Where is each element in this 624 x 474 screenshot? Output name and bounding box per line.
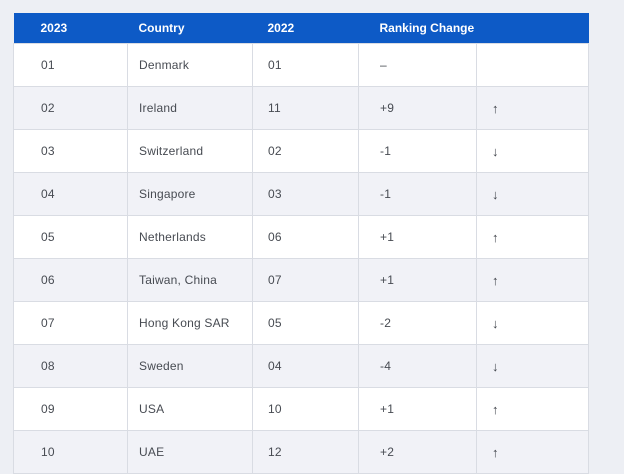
rank-2023-cell: 07 — [13, 301, 128, 345]
rank-2023-cell: 03 — [13, 129, 128, 173]
table-row: 07 Hong Kong SAR 05 -2 ↓ — [13, 301, 589, 345]
country-ranking-table-container: 2023 Country 2022 Ranking Change 01 Denma… — [13, 13, 589, 474]
ranking-change-cell: +9 — [358, 86, 477, 130]
header-2023: 2023 — [13, 13, 128, 44]
rank-2023-cell: 09 — [13, 387, 128, 431]
ranking-change-cell: -1 — [358, 172, 477, 216]
ranking-change-cell: -4 — [358, 344, 477, 388]
arrow-down-icon: ↓ — [492, 143, 499, 159]
rank-2023-cell: 01 — [13, 43, 128, 87]
rank-2023-cell: 04 — [13, 172, 128, 216]
rank-2023-cell: 08 — [13, 344, 128, 388]
table-header: 2023 Country 2022 Ranking Change — [13, 13, 589, 44]
trend-arrow-cell: ↓ — [476, 172, 589, 216]
country-cell: USA — [127, 387, 253, 431]
country-cell: Hong Kong SAR — [127, 301, 253, 345]
rank-2022-cell: 02 — [252, 129, 359, 173]
table-row: 09 USA 10 +1 ↑ — [13, 387, 589, 431]
arrow-up-icon: ↑ — [492, 229, 499, 245]
rank-2022-cell: 07 — [252, 258, 359, 302]
header-trend-blank — [476, 13, 589, 44]
rank-2023-cell: 06 — [13, 258, 128, 302]
trend-arrow-cell: ↓ — [476, 301, 589, 345]
trend-arrow-cell: ↑ — [476, 387, 589, 431]
arrow-down-icon: ↓ — [492, 315, 499, 331]
rank-2023-cell: 10 — [13, 430, 128, 474]
rank-2022-cell: 12 — [252, 430, 359, 474]
header-ranking-change: Ranking Change — [358, 13, 477, 44]
trend-arrow-cell — [476, 43, 589, 87]
ranking-change-cell: +2 — [358, 430, 477, 474]
table-row: 01 Denmark 01– — [13, 43, 589, 87]
table-row: 03 Switzerland 02 -1 ↓ — [13, 129, 589, 173]
ranking-change-cell: -2 — [358, 301, 477, 345]
header-country: Country — [127, 13, 253, 44]
trend-arrow-cell: ↓ — [476, 344, 589, 388]
rank-2023-cell: 05 — [13, 215, 128, 259]
table-row: 08 Sweden 04 -4 ↓ — [13, 344, 589, 388]
rank-2022-cell: 10 — [252, 387, 359, 431]
country-cell: Sweden — [127, 344, 253, 388]
country-cell: Netherlands — [127, 215, 253, 259]
arrow-down-icon: ↓ — [492, 186, 499, 202]
arrow-up-icon: ↑ — [492, 100, 499, 116]
arrow-up-icon: ↑ — [492, 444, 499, 460]
country-cell: Taiwan, China — [127, 258, 253, 302]
arrow-up-icon: ↑ — [492, 272, 499, 288]
ranking-change-cell: +1 — [358, 258, 477, 302]
header-2022: 2022 — [252, 13, 359, 44]
ranking-change-cell: – — [358, 43, 477, 87]
table-row: 02 Ireland 11 +9 ↑ — [13, 86, 589, 130]
arrow-down-icon: ↓ — [492, 358, 499, 374]
rank-2022-cell: 04 — [252, 344, 359, 388]
arrow-up-icon: ↑ — [492, 401, 499, 417]
rank-2022-cell: 01 — [252, 43, 359, 87]
trend-arrow-cell: ↑ — [476, 258, 589, 302]
ranking-change-cell: +1 — [358, 387, 477, 431]
rank-2022-cell: 11 — [252, 86, 359, 130]
table-body: 01 Denmark 01–02 Ireland 11 +9 ↑ 03 Switzerland 0… — [13, 43, 589, 474]
table-row: 10 UAE 12 +2 ↑ — [13, 430, 589, 474]
ranking-change-cell: +1 — [358, 215, 477, 259]
rank-2022-cell: 03 — [252, 172, 359, 216]
table-row: 06 Taiwan, China 07 +1 ↑ — [13, 258, 589, 302]
table-row: 05 Netherlands 06 +1 ↑ — [13, 215, 589, 259]
trend-arrow-cell: ↑ — [476, 430, 589, 474]
country-cell: Switzerland — [127, 129, 253, 173]
country-cell: Denmark — [127, 43, 253, 87]
country-cell: UAE — [127, 430, 253, 474]
trend-arrow-cell: ↑ — [476, 86, 589, 130]
header-row: 2023 Country 2022 Ranking Change — [13, 13, 589, 44]
trend-arrow-cell: ↓ — [476, 129, 589, 173]
country-ranking-table: 2023 Country 2022 Ranking Change 01 Denma… — [13, 13, 589, 474]
rank-2022-cell: 05 — [252, 301, 359, 345]
country-cell: Singapore — [127, 172, 253, 216]
rank-2023-cell: 02 — [13, 86, 128, 130]
ranking-change-cell: -1 — [358, 129, 477, 173]
country-cell: Ireland — [127, 86, 253, 130]
trend-arrow-cell: ↑ — [476, 215, 589, 259]
table-row: 04 Singapore 03 -1 ↓ — [13, 172, 589, 216]
rank-2022-cell: 06 — [252, 215, 359, 259]
